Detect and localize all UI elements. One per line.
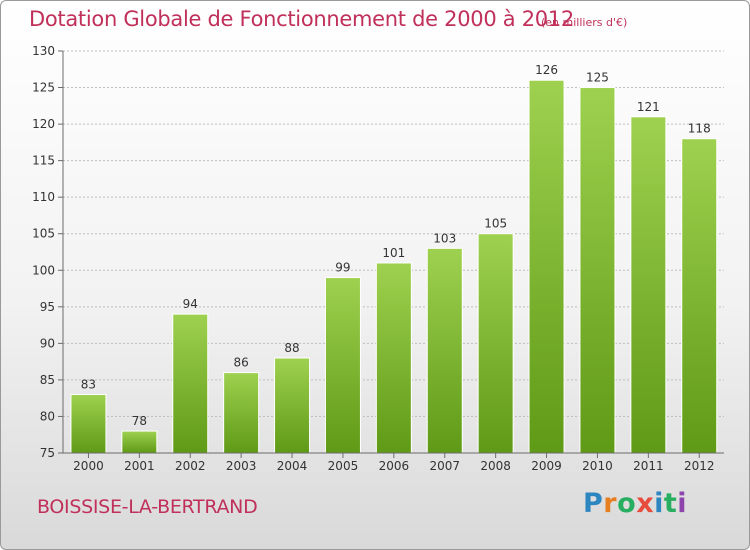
bar-2006 bbox=[375, 262, 412, 454]
x-tick-label: 2001 bbox=[124, 459, 155, 473]
bar-value-label: 83 bbox=[81, 378, 96, 392]
bar-2001 bbox=[121, 430, 158, 454]
x-tick-label: 2003 bbox=[226, 459, 257, 473]
bar-value-label: 105 bbox=[484, 217, 507, 231]
x-tick-label: 2005 bbox=[328, 459, 359, 473]
bar-value-label: 118 bbox=[688, 122, 711, 136]
bar-2009 bbox=[528, 79, 565, 454]
x-tick-label: 2011 bbox=[633, 459, 664, 473]
chart-title: Dotation Globale de Fonctionnement de 20… bbox=[29, 7, 574, 31]
x-tick-label: 2006 bbox=[379, 459, 410, 473]
bar-2008 bbox=[477, 233, 514, 454]
logo-letter: o bbox=[617, 488, 637, 519]
y-tick-label: 105 bbox=[32, 227, 55, 241]
bar-value-label: 88 bbox=[284, 341, 299, 355]
bar-value-label: 86 bbox=[234, 356, 249, 370]
y-tick-label: 80 bbox=[40, 409, 55, 423]
bar-value-label: 78 bbox=[132, 414, 147, 428]
logo-letter: t bbox=[663, 488, 678, 519]
x-tick-label: 2007 bbox=[429, 459, 460, 473]
bar-value-label: 121 bbox=[637, 100, 660, 114]
y-tick-label: 100 bbox=[32, 263, 55, 277]
bar-value-label: 125 bbox=[586, 71, 609, 85]
chart-unit: (en milliers d'€) bbox=[541, 16, 628, 29]
y-tick-label: 125 bbox=[32, 81, 55, 95]
y-tick-label: 85 bbox=[40, 373, 55, 387]
bars bbox=[70, 79, 718, 454]
y-tick-label: 90 bbox=[40, 336, 55, 350]
bar-value-label: 94 bbox=[183, 297, 198, 311]
logo-letter: i bbox=[677, 488, 688, 519]
x-tick-label: 2000 bbox=[73, 459, 104, 473]
bar-2005 bbox=[324, 277, 361, 454]
bar-2000 bbox=[70, 394, 107, 454]
x-tick-label: 2010 bbox=[582, 459, 613, 473]
bar-2011 bbox=[630, 116, 667, 454]
y-tick-label: 75 bbox=[40, 446, 55, 460]
logo-letter: x bbox=[636, 488, 655, 519]
x-tick-label: 2004 bbox=[277, 459, 308, 473]
y-tick-label: 120 bbox=[32, 117, 55, 131]
x-tick-label: 2008 bbox=[480, 459, 511, 473]
logo-letter: i bbox=[654, 488, 664, 519]
logo-letter: r bbox=[603, 488, 618, 519]
bar-value-label: 101 bbox=[382, 246, 405, 260]
bar-value-label: 126 bbox=[535, 63, 558, 77]
x-tick-label: 2009 bbox=[531, 459, 562, 473]
commune-name: BOISSISE-LA-BERTRAND bbox=[37, 496, 258, 518]
x-tick-labels: 2000 2001 2002 2003 2004 2005 2006 2007 2008 2009… bbox=[73, 453, 715, 473]
bar-2010 bbox=[579, 87, 616, 454]
proxiti-logo[interactable]: Proxiti bbox=[583, 488, 687, 519]
y-tick-label: 130 bbox=[32, 44, 55, 58]
y-tick-label: 110 bbox=[32, 190, 55, 204]
bar-value-labels: 83 78 94 86 88 99 101 103 105 126 125 121 118 bbox=[81, 63, 711, 428]
bar-2007 bbox=[426, 247, 463, 454]
bar-value-label: 99 bbox=[335, 261, 350, 275]
y-tick-labels: 75 80 85 90 95 100 105 110 115 120 125 130 bbox=[32, 44, 63, 460]
y-tick-label: 95 bbox=[40, 300, 55, 314]
bar-2003 bbox=[223, 372, 260, 454]
logo-letter: P bbox=[583, 488, 604, 519]
x-tick-label: 2002 bbox=[175, 459, 206, 473]
y-tick-label: 115 bbox=[32, 154, 55, 168]
bar-2004 bbox=[274, 357, 311, 454]
x-tick-label: 2012 bbox=[684, 459, 715, 473]
bar-2002 bbox=[172, 313, 209, 454]
bar-value-label: 103 bbox=[433, 231, 456, 245]
bar-2012 bbox=[681, 138, 718, 454]
